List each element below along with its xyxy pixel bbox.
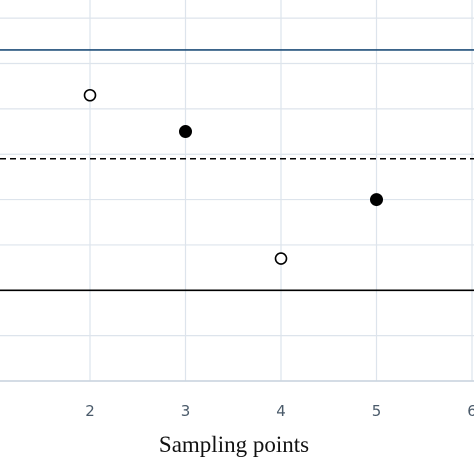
reference-lines bbox=[0, 49, 474, 292]
grid bbox=[0, 0, 474, 382]
x-tick-label: 4 bbox=[276, 402, 286, 420]
open-circle-point bbox=[83, 88, 97, 102]
filled-circle-point bbox=[370, 193, 383, 207]
x-tick-label: 6 bbox=[467, 402, 474, 420]
x-tick-label: 5 bbox=[372, 402, 382, 420]
x-tick-label: 2 bbox=[85, 402, 95, 420]
data-points bbox=[83, 88, 383, 265]
filled-circle-point bbox=[179, 125, 192, 139]
x-axis-title: Sampling points bbox=[159, 432, 309, 457]
x-tick-label: 3 bbox=[181, 402, 191, 420]
x-axis-ticks: 2 3 4 5 6 bbox=[85, 402, 474, 420]
open-circle-point bbox=[274, 252, 288, 265]
